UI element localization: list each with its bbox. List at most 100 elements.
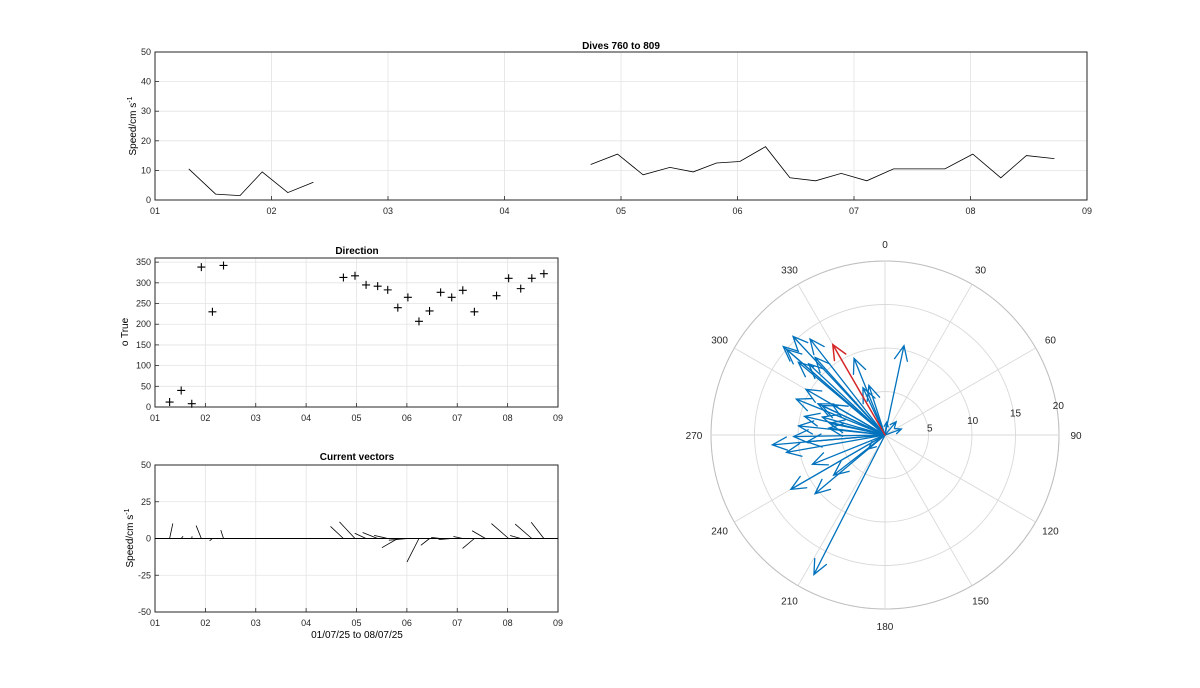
polar-arrow [820, 414, 886, 436]
direction-y-ticks: 0 50 100 150 200 250 300 350 [136, 257, 159, 412]
polar-arrow [884, 344, 908, 436]
polar-arrows [770, 335, 908, 576]
direction-point [470, 307, 479, 316]
polar-spoke [884, 347, 1036, 436]
direction-x-ticks: 01 02 03 04 05 06 07 08 09 [150, 403, 563, 423]
polar-arrow-highlight [831, 342, 886, 436]
current-vector-stick [354, 532, 367, 539]
polar-arrow [852, 356, 886, 436]
speed-y-tick-label: 30 [141, 106, 151, 116]
polar-angle-label: 0 [882, 240, 888, 251]
speed-y-tick-label: 50 [141, 47, 151, 57]
direction-point [339, 273, 348, 282]
vectors-y-tick-label: 25 [141, 497, 151, 507]
polar-arrow [810, 434, 886, 466]
direction-point [350, 271, 359, 280]
polar-arrow [866, 383, 886, 436]
direction-markers [165, 261, 548, 408]
vectors-x-tick-label: 05 [351, 618, 361, 628]
current-vector-stick [510, 535, 521, 539]
vectors-x-tick-label: 08 [503, 618, 513, 628]
speed-x-tick-label: 08 [965, 206, 975, 216]
polar-spoke [884, 284, 973, 436]
polar-angle-label: 330 [781, 266, 798, 277]
polar-angle-label: 30 [975, 266, 987, 277]
speed-series-line-a [188, 168, 314, 197]
polar-arrow [813, 434, 886, 495]
polar-angle-label: 210 [781, 596, 798, 607]
polar-arrow [884, 427, 903, 436]
direction-point [504, 274, 513, 283]
direction-point [403, 293, 412, 302]
direction-point [219, 261, 228, 270]
direction-point [539, 269, 548, 278]
polar-arrow [813, 434, 886, 576]
direction-y-tick-label: 0 [146, 402, 151, 412]
current-vector-stick [530, 522, 545, 539]
polar-radius-label: 15 [1010, 408, 1022, 419]
direction-point [362, 280, 371, 289]
direction-point [414, 317, 423, 326]
direction-point [165, 398, 174, 407]
polar-angle-label: 120 [1042, 527, 1059, 538]
direction-y-tick-label: 200 [136, 319, 151, 329]
vectors-chart-title: Current vectors [320, 452, 395, 463]
polar-radius-label: 20 [1053, 401, 1065, 412]
polar-arrow [814, 356, 886, 436]
polar-radius-label: 5 [927, 423, 933, 434]
speed-chart-title: Dives 760 to 809 [582, 41, 660, 52]
direction-x-tick-label: 05 [351, 413, 361, 423]
vectors-x-tick-label: 07 [452, 618, 462, 628]
vectors-x-tick-label: 09 [553, 618, 563, 628]
direction-y-axis-label: o True [120, 317, 131, 346]
vectors-y-tick-label: 50 [141, 460, 151, 470]
direction-point [383, 285, 392, 294]
speed-series-line-b [590, 146, 1055, 182]
direction-panel: Direction 01 02 03 04 05 06 07 08 09 0 50 100 150 20… [120, 246, 563, 423]
current-vector-stick [406, 538, 420, 563]
speed-grid [155, 52, 1087, 200]
polar-angle-label: 180 [877, 622, 894, 633]
polar-arrow [883, 420, 889, 436]
vectors-y-tick-label: 0 [146, 534, 151, 544]
polar-angle-label: 60 [1045, 336, 1057, 347]
direction-point [187, 399, 196, 408]
polar-angle-label: 270 [686, 431, 703, 442]
speed-x-ticks: 01 02 03 04 05 06 07 08 09 [150, 196, 1092, 216]
direction-point [516, 284, 525, 293]
polar-arrow [830, 403, 886, 436]
direction-x-tick-label: 08 [503, 413, 513, 423]
vectors-sticks [169, 521, 545, 563]
polar-radius-label: 10 [967, 416, 979, 427]
speed-y-tick-label: 40 [141, 77, 151, 87]
speed-y-tick-label: 0 [146, 195, 151, 205]
polar-arrow [809, 337, 886, 436]
polar-angle-label: 240 [711, 527, 728, 538]
current-vector-stick [462, 538, 475, 549]
current-vector-stick [381, 538, 399, 549]
current-vector-stick [362, 532, 378, 539]
current-vector-stick [438, 538, 452, 541]
current-vector-stick [453, 536, 463, 539]
direction-grid [155, 258, 558, 407]
direction-point [447, 293, 456, 302]
direction-point [177, 386, 186, 395]
direction-chart-title: Direction [335, 246, 378, 257]
current-vector-stick [180, 535, 184, 539]
polar-angle-label: 150 [972, 596, 989, 607]
direction-point [436, 288, 445, 297]
direction-y-tick-label: 100 [136, 361, 151, 371]
speed-x-tick-label: 07 [849, 206, 859, 216]
direction-y-tick-label: 50 [141, 381, 151, 391]
direction-x-tick-label: 09 [553, 413, 563, 423]
vectors-y-tick-label: -50 [138, 607, 151, 617]
vectors-x-tick-label: 04 [301, 618, 311, 628]
current-vector-stick [195, 525, 202, 539]
vectors-y-axis-label: Speed/cm s-1 [124, 508, 136, 567]
direction-point [208, 307, 217, 316]
vectors-x-axis-label: 01/07/25 to 08/07/25 [311, 630, 403, 641]
speed-y-tick-label: 10 [141, 165, 151, 175]
polar-spoke [797, 434, 886, 586]
direction-y-tick-label: 300 [136, 278, 151, 288]
direction-point [425, 306, 434, 315]
